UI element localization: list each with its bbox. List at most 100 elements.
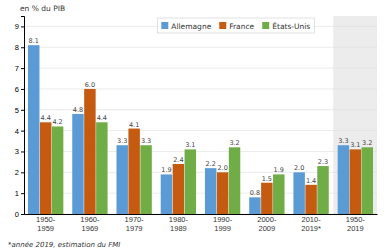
tick-mark xyxy=(21,68,24,69)
tick: 1980-1989 xyxy=(169,214,189,233)
bar xyxy=(72,114,83,214)
bar xyxy=(128,129,139,214)
tick: 1970-1979 xyxy=(125,214,145,233)
tick: 3 xyxy=(15,147,24,156)
tick-label: 4 xyxy=(15,127,19,136)
tick-label: 1970-1979 xyxy=(125,215,145,233)
tick-mark xyxy=(21,193,24,194)
tick-label: 3 xyxy=(15,147,19,156)
bar xyxy=(249,197,260,214)
bar xyxy=(350,149,361,214)
grid-line xyxy=(24,47,377,48)
tick-mark xyxy=(21,131,24,132)
bar xyxy=(84,89,95,214)
bar xyxy=(28,45,39,214)
axis-line xyxy=(21,17,25,215)
tick-mark xyxy=(21,214,24,215)
bar xyxy=(217,172,228,214)
tick-label: 5 xyxy=(15,106,19,115)
data-label: 3.3 xyxy=(117,137,127,145)
data-label: 1.4 xyxy=(306,177,316,185)
grid xyxy=(24,26,377,214)
bar xyxy=(116,145,127,214)
bar xyxy=(317,166,328,214)
bar xyxy=(261,183,272,214)
tick-label: 6 xyxy=(15,85,19,94)
bar xyxy=(273,174,284,214)
y-axis: 0123456789 xyxy=(15,17,25,219)
bar-series xyxy=(40,89,361,214)
footnote: *année 2019, estimation du FMI xyxy=(8,241,120,249)
data-label: 2.2 xyxy=(206,160,216,168)
data-label-series: 4.46.04.12.42.01.51.43.1 xyxy=(41,81,361,185)
bar xyxy=(161,174,172,214)
bar xyxy=(305,185,316,214)
data-label: 3.3 xyxy=(141,137,151,145)
tick: 7 xyxy=(15,64,24,73)
tick: 8 xyxy=(15,43,24,52)
tick-mark xyxy=(21,172,24,173)
tick-label: 2010-2019* xyxy=(301,215,321,233)
tick: 1960-1969 xyxy=(80,214,100,233)
tick-label-line: 1969 xyxy=(82,224,99,233)
data-label: 4.2 xyxy=(52,118,62,126)
legend-item: États-Unis xyxy=(262,22,310,31)
grid-line xyxy=(24,88,377,89)
tick-label: 1950-2019 xyxy=(346,215,366,233)
data-label: 4.8 xyxy=(73,106,83,114)
data-label: 0.8 xyxy=(250,189,260,197)
legend-label: Allemagne xyxy=(171,22,211,31)
legend: Allemagne France États-Unis xyxy=(157,18,314,33)
tick-mark xyxy=(21,151,24,152)
tick: 2000-2009 xyxy=(257,214,277,233)
axis-line xyxy=(25,214,378,215)
bar xyxy=(293,172,304,214)
tick-label: 7 xyxy=(15,64,19,73)
tick-label: 1980-1989 xyxy=(169,215,189,233)
tick: 1950-2019 xyxy=(346,214,366,233)
data-label: 4.4 xyxy=(41,114,51,122)
tick-label-line: 1979 xyxy=(126,224,143,233)
tick: 1 xyxy=(15,189,24,198)
tick: 4 xyxy=(15,127,24,136)
legend-frame xyxy=(157,18,314,33)
data-label-series: 8.14.83.31.92.20.82.03.3 xyxy=(29,37,349,197)
tick: 6 xyxy=(15,85,24,94)
data-label: 8.1 xyxy=(29,37,39,45)
data-label: 4.1 xyxy=(129,121,139,129)
tick-label: 2000-2009 xyxy=(257,215,277,233)
legend-item: France xyxy=(219,22,254,31)
chart: 8.14.83.31.92.20.82.03.34.46.04.12.42.01… xyxy=(0,0,385,250)
data-label: 3.3 xyxy=(338,137,348,145)
tick-mark xyxy=(21,26,24,27)
bar-series xyxy=(28,45,349,214)
data-label: 3.1 xyxy=(185,141,195,149)
tick: 2010-2019* xyxy=(301,214,321,233)
y-axis-label: en % du PIB xyxy=(20,4,65,13)
tick: 0 xyxy=(15,210,24,219)
tick-label: 1 xyxy=(15,189,19,198)
summary-band xyxy=(333,16,377,214)
plot: 8.14.83.31.92.20.82.03.34.46.04.12.42.01… xyxy=(15,16,378,233)
tick: 5 xyxy=(15,106,24,115)
bar xyxy=(338,145,349,214)
tick-label-line: 1999 xyxy=(214,224,231,233)
bar xyxy=(185,149,196,214)
grid-line xyxy=(24,68,377,69)
data-label: 1.9 xyxy=(161,166,171,174)
tick: 9 xyxy=(15,22,24,31)
tick-label: 9 xyxy=(15,22,19,31)
bar xyxy=(173,164,184,214)
bar xyxy=(140,145,151,214)
data-label: 4.4 xyxy=(97,114,107,122)
legend-label: États-Unis xyxy=(272,22,310,31)
tick-label: 1960-1969 xyxy=(80,215,100,233)
legend-swatch xyxy=(161,22,168,29)
bar-series xyxy=(52,122,373,214)
data-labels: 8.14.83.31.92.20.82.03.34.46.04.12.42.01… xyxy=(29,37,373,197)
tick-label: 8 xyxy=(15,43,19,52)
legend-swatch xyxy=(219,22,226,29)
tick-mark xyxy=(21,47,24,48)
tick-label-line: 1959 xyxy=(37,224,54,233)
legend-label: France xyxy=(229,22,254,31)
